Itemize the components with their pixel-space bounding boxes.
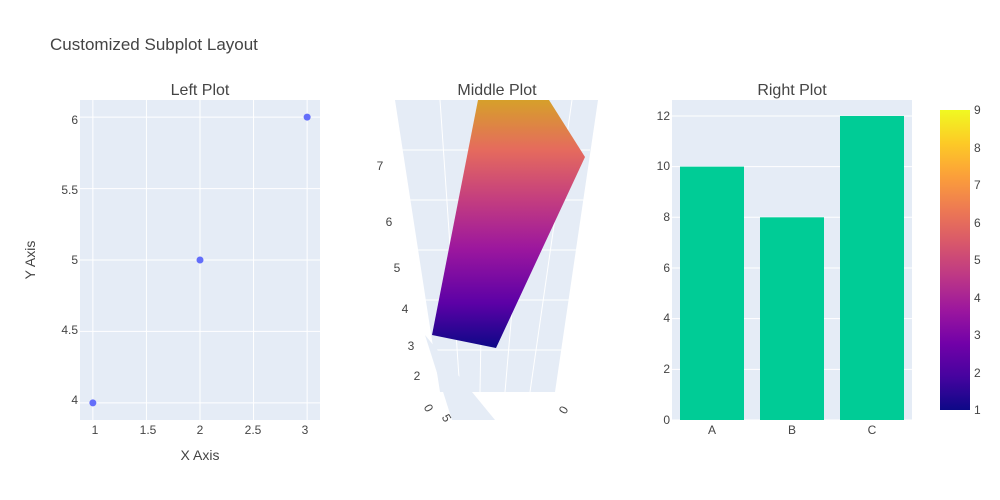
bar-C [840,115,904,420]
right-y-tick: 2 [663,362,670,376]
colorbar-tick: 1 [974,403,981,417]
left-x-axis-title: X Axis [181,447,220,463]
middle-bottom-tick: 5 [439,412,455,425]
middle-z-tick: 7 [377,159,384,173]
right-x-tick: A [708,423,716,437]
middle-bottom-tick: 0 [556,403,572,416]
colorbar-gradient [940,110,970,410]
right-x-tick: B [788,423,796,437]
left-x-tick: 1 [92,423,99,437]
left-plot: Left Plot 1 1.5 2 2.5 3 4 4.5 5 5.5 6 X … [22,82,320,463]
scatter-point [303,113,311,121]
colorbar-tick: 8 [974,141,981,155]
colorbar-tick: 3 [974,328,981,342]
left-y-tick: 6 [71,113,78,127]
right-x-tick: C [868,423,877,437]
left-x-tick: 3 [302,423,309,437]
right-y-tick: 12 [657,109,671,123]
middle-floor [425,335,495,420]
left-y-tick: 5 [71,253,78,267]
colorbar-tick: 2 [974,366,981,380]
left-y-tick: 4.5 [61,323,78,337]
scatter-point [89,399,97,407]
scatter-point [196,256,204,264]
middle-z-tick: 3 [408,339,415,353]
right-y-tick: 10 [657,159,671,173]
colorbar: 1 2 3 4 5 6 7 8 9 [940,103,981,417]
colorbar-tick: 7 [974,178,981,192]
middle-z-tick: 2 [414,369,421,383]
middle-z-tick: 6 [386,215,393,229]
right-plot-bars [680,115,904,420]
right-y-tick: 0 [663,413,670,427]
figure-title: Customized Subplot Layout [50,35,258,54]
colorbar-tick: 6 [974,216,981,230]
right-y-tick: 6 [663,261,670,275]
right-plot-title: Right Plot [757,82,827,99]
bar-B [760,217,824,420]
left-x-tick: 2.5 [245,423,262,437]
left-plot-title: Left Plot [171,82,230,99]
colorbar-tick: 5 [974,253,981,267]
right-y-tick: 8 [663,210,670,224]
left-x-tick: 1.5 [140,423,157,437]
right-plot: Right Plot A B C 0 2 4 6 8 10 12 [657,82,912,437]
left-plot-points [89,113,311,407]
middle-plot: Middle Plot 7 6 5 4 3 2 0 5 0 [377,82,598,425]
bar-A [680,166,744,420]
middle-z-tick: 4 [402,302,409,316]
middle-surface [432,100,585,348]
left-y-tick: 5.5 [61,183,78,197]
middle-plot-title: Middle Plot [457,82,537,99]
colorbar-tick: 4 [974,291,981,305]
colorbar-tick: 9 [974,103,981,117]
left-x-tick: 2 [197,423,204,437]
left-y-axis-title: Y Axis [22,241,38,280]
middle-bottom-tick: 0 [421,402,437,415]
right-y-tick: 4 [663,311,670,325]
left-y-tick: 4 [71,393,78,407]
middle-z-tick: 5 [394,261,401,275]
